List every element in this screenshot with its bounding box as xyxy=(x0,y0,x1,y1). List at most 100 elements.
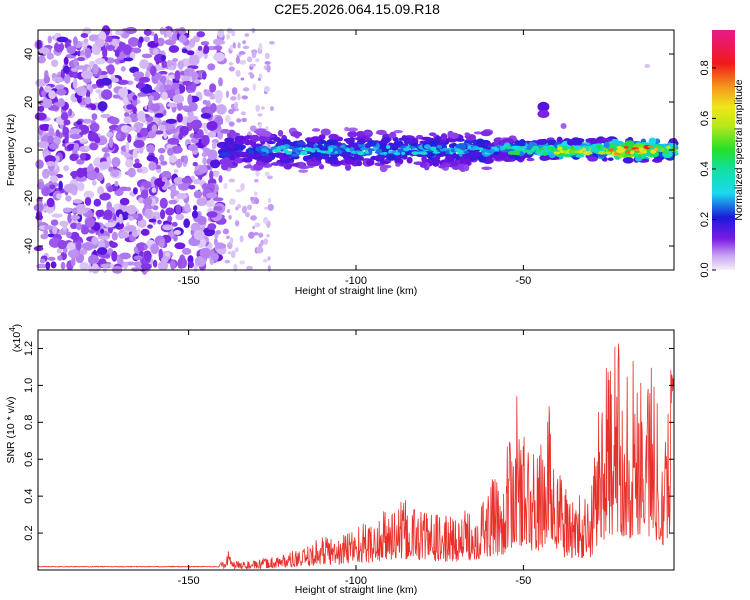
spectrogram-cell xyxy=(228,121,235,127)
snr-x-tick-label: -50 xyxy=(515,575,531,587)
spectrogram-cell xyxy=(101,147,110,153)
spectrogram-cell xyxy=(187,94,193,105)
spectrogram-cell xyxy=(179,125,189,136)
spectrogram-cell xyxy=(123,116,132,124)
spectrogram-cell xyxy=(39,47,50,55)
spectrogram-cell xyxy=(486,150,495,154)
spectrogram-cell xyxy=(264,61,271,65)
spectrogram-cell xyxy=(50,261,57,269)
spectrogram-cell xyxy=(85,90,91,99)
spectrogram-cell xyxy=(242,40,246,45)
snr-y-label: SNR (10 * v/v) xyxy=(5,396,17,463)
spectrogram-cell xyxy=(239,59,247,65)
spectrogram-cell xyxy=(167,215,173,222)
spectrogram-cell xyxy=(161,176,168,182)
spectrogram-cell xyxy=(647,151,660,158)
spectrogram-cell xyxy=(89,122,100,133)
spectrogram-cell xyxy=(229,44,233,51)
spectrogram-cell xyxy=(92,63,99,75)
spectrogram-cell xyxy=(553,151,561,155)
spectrogram-cell xyxy=(493,140,500,147)
spectrogram-cell xyxy=(97,101,108,112)
spectrogram-cell xyxy=(111,250,118,262)
spectrogram-cell xyxy=(246,164,253,168)
spectrogram-cell xyxy=(147,224,153,229)
spectrogram-cell xyxy=(165,118,177,124)
spectrogram-cell xyxy=(536,138,548,146)
spectrogram-cell xyxy=(249,73,255,79)
snr-y-tick-label: 0.8 xyxy=(23,415,35,430)
spectrogram-cell xyxy=(556,136,563,144)
colorbar-tick-label: 0.6 xyxy=(699,111,711,126)
spectrogram-panel: -150 -100 -50 -40 -20 0 20 40 Height of straig… xyxy=(5,25,679,297)
spectrogram-cell xyxy=(60,70,65,79)
spectrogram-cell xyxy=(164,251,171,257)
spectrogram-cell xyxy=(75,208,86,215)
spectrogram-cell xyxy=(80,226,90,235)
spectrogram-cell xyxy=(62,65,70,74)
spectrogram-cell xyxy=(126,126,136,131)
spectrogram-cell xyxy=(320,128,331,136)
spectrogram-cell xyxy=(94,57,106,65)
spectrogram-cell xyxy=(321,146,328,152)
spectrogram-cell xyxy=(175,158,183,169)
spectrogram-cell xyxy=(173,168,179,174)
spectrogram-cell xyxy=(115,133,122,139)
spectrogram-cell xyxy=(146,154,156,162)
spectrogram-cell xyxy=(75,203,86,210)
spectrogram-cell xyxy=(50,219,59,226)
spectrogram-x-tick-label: -50 xyxy=(515,275,531,287)
spectrogram-cell xyxy=(39,258,46,264)
spectrogram-cell xyxy=(207,223,217,231)
spectrogram-cell xyxy=(265,149,270,154)
spectrogram-cell xyxy=(63,165,70,172)
spectrogram-cell xyxy=(401,135,407,139)
spectrogram-cell xyxy=(279,145,286,150)
spectrogram-cell xyxy=(103,209,113,221)
spectrogram-cell xyxy=(430,146,437,151)
spectrogram-cell xyxy=(44,85,52,93)
spectrogram-cell xyxy=(128,36,139,47)
spectrogram-cell xyxy=(246,56,253,63)
spectrogram-cell xyxy=(297,161,305,169)
spectrogram-cells xyxy=(33,25,679,275)
spectrogram-cell xyxy=(578,149,584,154)
spectrogram-cell xyxy=(114,58,120,65)
spectrogram-cell xyxy=(76,120,83,126)
spectrogram-cell xyxy=(596,145,602,150)
spectrogram-cell xyxy=(192,205,198,211)
spectrogram-cell xyxy=(241,95,249,100)
spectrogram-cell xyxy=(441,150,447,157)
spectrogram-cell xyxy=(218,77,223,87)
spectrogram-cell xyxy=(181,48,188,54)
spectrogram-cell xyxy=(219,152,231,157)
spectrogram-cell xyxy=(161,170,172,179)
spectrogram-cell xyxy=(318,134,326,140)
spectrogram-cell xyxy=(127,167,136,178)
spectrogram-cell xyxy=(172,94,185,104)
spectrogram-cell xyxy=(228,61,234,66)
spectrogram-cell xyxy=(228,178,236,183)
spectrogram-cell xyxy=(366,139,377,147)
colorbar-gradient xyxy=(712,30,735,270)
spectrogram-cell xyxy=(152,259,158,268)
spectrogram-cell xyxy=(99,192,111,201)
spectrogram-cell xyxy=(231,30,236,37)
spectrogram-cell xyxy=(253,197,260,205)
spectrogram-cell xyxy=(81,70,93,79)
spectrogram-cell xyxy=(90,103,97,111)
spectrogram-cell xyxy=(666,145,671,149)
spectrogram-cell xyxy=(56,193,62,199)
spectrogram-cell xyxy=(207,149,218,161)
spectrogram-cell xyxy=(128,216,134,221)
spectrogram-cell xyxy=(76,167,85,178)
spectrogram-cell xyxy=(119,252,131,260)
snr-exponent-close: ) xyxy=(11,324,23,328)
spectrogram-cell xyxy=(62,223,67,231)
spectrogram-cell xyxy=(122,261,129,266)
spectrogram-cell xyxy=(178,34,187,44)
spectrogram-cell xyxy=(151,124,158,133)
spectrogram-cell xyxy=(46,52,54,60)
spectrogram-cell xyxy=(202,157,207,166)
spectrogram-cell xyxy=(252,225,256,229)
